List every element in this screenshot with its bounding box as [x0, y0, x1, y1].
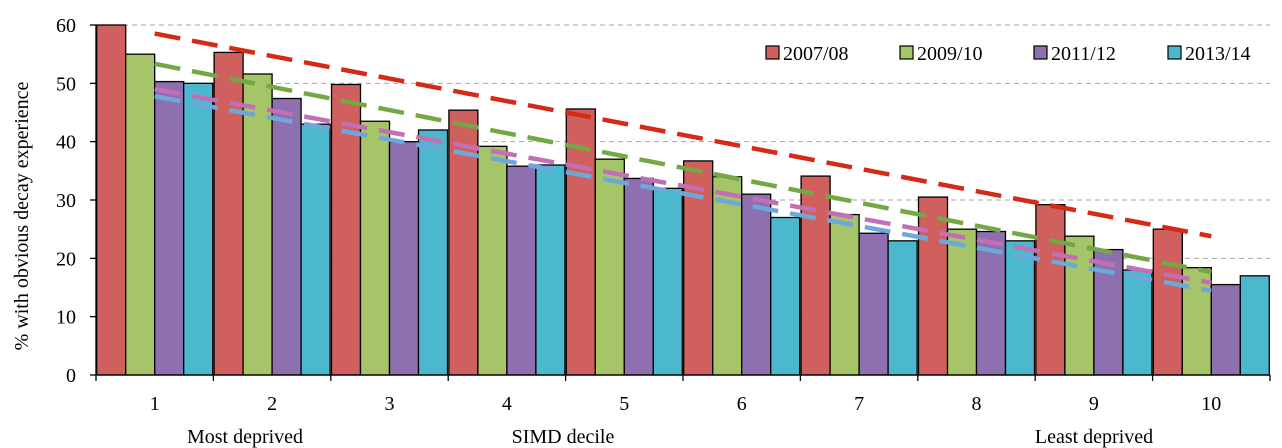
bar-2011-12-decile-7: [858, 232, 889, 376]
legend: 2007/08 2009/10 2011/12 2013/14: [765, 43, 1251, 65]
x-tick-label: 10: [1201, 393, 1221, 415]
bar-2009-10-decile-3: [359, 120, 391, 376]
y-tick-label: 0: [66, 365, 76, 387]
bar-2011-12-decile-4: [506, 165, 537, 376]
bar-2007-08-decile-1: [96, 24, 127, 376]
bar-2007-08-decile-8: [917, 196, 949, 376]
bar-2009-10-decile-7: [829, 213, 860, 376]
bar-2009-10-decile-4: [477, 145, 508, 376]
y-tick-label: 10: [56, 307, 76, 329]
bar-2013-14-decile-8: [1004, 240, 1036, 376]
bar-2009-10-decile-1: [125, 53, 156, 376]
bar-2011-12-decile-8: [975, 230, 1007, 376]
bar-2009-10-decile-2: [242, 73, 273, 376]
legend-swatch-2009-10: [899, 45, 914, 60]
tick-labels: 0 10 20 30 40 50 60 1 2 3 4 5 6 7 8 9 10: [56, 15, 1221, 415]
x-tick-label: 5: [619, 393, 629, 415]
x-tick-label: 3: [385, 393, 395, 415]
bar-2013-14-decile-2: [300, 123, 331, 376]
bar-2011-12-decile-3: [388, 141, 420, 376]
bar-2007-08-decile-10: [1152, 228, 1183, 376]
trendline-2007-08: [154, 31, 1212, 239]
bar-2011-12-decile-2: [271, 97, 302, 376]
bar-2007-08-decile-7: [800, 175, 831, 376]
x-tick-label: 1: [150, 393, 160, 415]
y-tick-label: 20: [56, 248, 76, 270]
bar-2011-12-decile-5: [623, 177, 654, 376]
bar-2013-14-decile-4: [535, 164, 566, 376]
x-tick-label: 8: [972, 393, 982, 415]
trendline-2013-14: [154, 94, 1212, 294]
y-tick-label: 30: [56, 190, 76, 212]
x-axis-title: SIMD decile: [512, 426, 615, 448]
legend-label: 2011/12: [1051, 43, 1116, 65]
bar-2009-10-decile-5: [594, 158, 625, 376]
bar-2007-08-decile-4: [448, 109, 479, 376]
axes: [90, 24, 1271, 381]
x-sublabel-left: Most deprived: [187, 426, 303, 448]
trendlines: [154, 31, 1212, 294]
bar-2011-12-decile-6: [741, 193, 772, 376]
x-tick-label: 7: [854, 393, 864, 415]
bar-2013-14-decile-10: [1239, 275, 1270, 376]
y-axis-title: % with obvious decay experience: [11, 81, 33, 350]
x-tick-label: 9: [1089, 393, 1099, 415]
x-sublabel-right: Least deprived: [1035, 426, 1153, 448]
bar-2013-14-decile-1: [183, 82, 214, 376]
legend-swatch-2007-08: [765, 45, 780, 60]
trendline-2011-12: [154, 86, 1212, 285]
bar-2007-08-decile-2: [213, 51, 244, 376]
legend-label: 2007/08: [783, 43, 849, 65]
y-tick-label: 60: [56, 15, 76, 37]
legend-label: 2009/10: [917, 43, 983, 65]
x-tick-label: 2: [267, 393, 277, 415]
bar-2013-14-decile-7: [887, 240, 918, 376]
bar-2013-14-decile-6: [770, 216, 801, 376]
bar-2009-10-decile-8: [946, 228, 978, 376]
y-tick-label: 40: [56, 132, 76, 154]
bar-2007-08-decile-9: [1035, 204, 1066, 376]
x-tick-label: 4: [502, 393, 512, 415]
bar-2011-12-decile-1: [154, 80, 185, 376]
bar-2013-14-decile-9: [1122, 269, 1153, 376]
bar-2009-10-decile-6: [712, 176, 743, 376]
trendline-2009-10: [154, 61, 1212, 275]
bar-2007-08-decile-5: [565, 108, 596, 376]
legend-swatch-2013-14: [1167, 45, 1182, 60]
bar-2013-14-decile-5: [652, 187, 683, 376]
y-tick-label: 50: [56, 73, 76, 95]
legend-label: 2013/14: [1185, 43, 1251, 65]
bar-2013-14-decile-3: [417, 129, 449, 376]
legend-swatch-2011-12: [1033, 45, 1048, 60]
bar-2011-12-decile-10: [1210, 283, 1241, 376]
gridlines: [96, 24, 1270, 318]
x-tick-label: 6: [737, 393, 747, 415]
